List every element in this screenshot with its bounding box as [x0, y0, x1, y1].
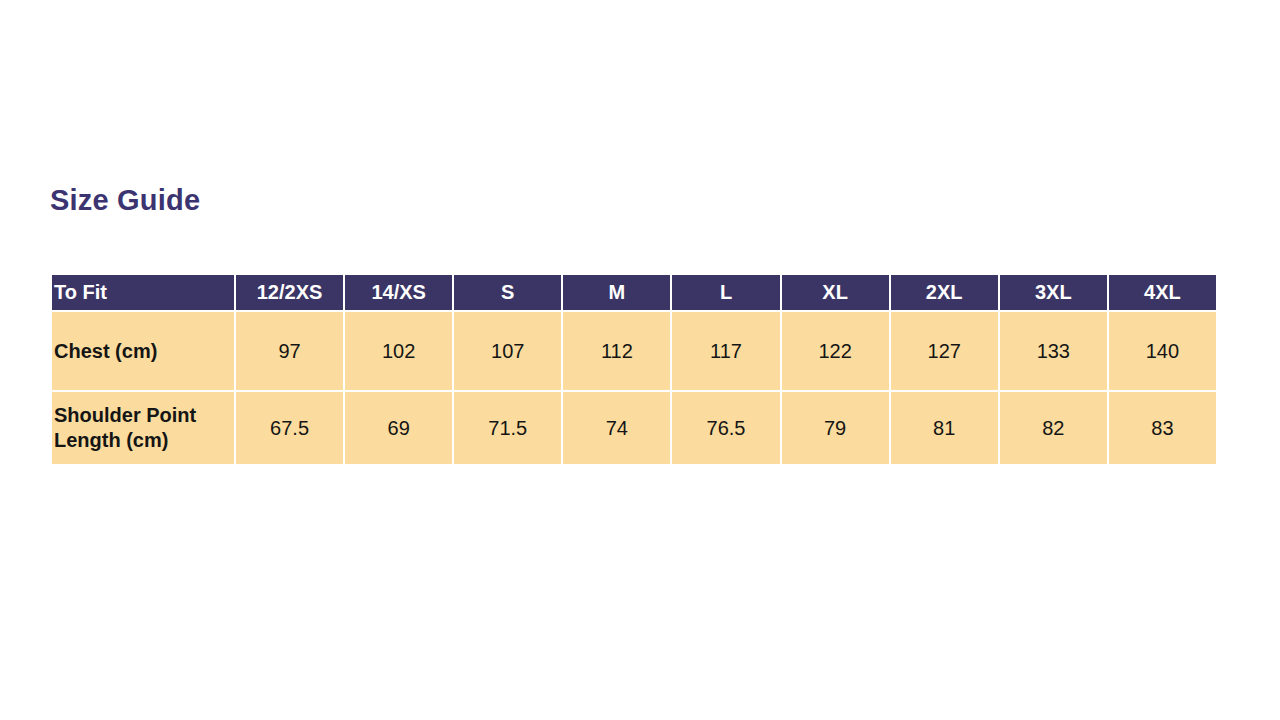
- slide: Size Guide To Fit 12/2XS 14/XS S M L XL …: [0, 0, 1280, 720]
- page-title: Size Guide: [50, 184, 200, 217]
- table-cell: 74: [562, 391, 671, 465]
- table-body: Chest (cm) 97 102 107 112 117 122 127 13…: [51, 311, 1217, 465]
- table-cell: 76.5: [671, 391, 780, 465]
- table-cell: 71.5: [453, 391, 562, 465]
- header-cell-size: 4XL: [1108, 274, 1217, 311]
- table-cell: 107: [453, 311, 562, 391]
- table-cell: 83: [1108, 391, 1217, 465]
- table-row-chest: Chest (cm) 97 102 107 112 117 122 127 13…: [51, 311, 1217, 391]
- header-cell-size: 14/XS: [344, 274, 453, 311]
- header-cell-size: 12/2XS: [235, 274, 344, 311]
- header-cell-size: M: [562, 274, 671, 311]
- table-cell: 79: [781, 391, 890, 465]
- table-header-row: To Fit 12/2XS 14/XS S M L XL 2XL 3XL 4XL: [51, 274, 1217, 311]
- table-cell: 133: [999, 311, 1108, 391]
- table-cell: 127: [890, 311, 999, 391]
- header-cell-size: 2XL: [890, 274, 999, 311]
- table-cell: 81: [890, 391, 999, 465]
- header-cell-size: L: [671, 274, 780, 311]
- table-header: To Fit 12/2XS 14/XS S M L XL 2XL 3XL 4XL: [51, 274, 1217, 311]
- table-cell: 69: [344, 391, 453, 465]
- size-guide-table: To Fit 12/2XS 14/XS S M L XL 2XL 3XL 4XL…: [50, 273, 1218, 466]
- header-cell-size: XL: [781, 274, 890, 311]
- table-cell: 117: [671, 311, 780, 391]
- header-cell-size: S: [453, 274, 562, 311]
- table-cell: 97: [235, 311, 344, 391]
- row-label-chest: Chest (cm): [51, 311, 235, 391]
- table-cell: 82: [999, 391, 1108, 465]
- header-cell-size: 3XL: [999, 274, 1108, 311]
- table-cell: 122: [781, 311, 890, 391]
- table-cell: 67.5: [235, 391, 344, 465]
- header-cell-to-fit: To Fit: [51, 274, 235, 311]
- row-label-shoulder: Shoulder Point Length (cm): [51, 391, 235, 465]
- table-cell: 112: [562, 311, 671, 391]
- table-cell: 140: [1108, 311, 1217, 391]
- table-row-shoulder: Shoulder Point Length (cm) 67.5 69 71.5 …: [51, 391, 1217, 465]
- table-cell: 102: [344, 311, 453, 391]
